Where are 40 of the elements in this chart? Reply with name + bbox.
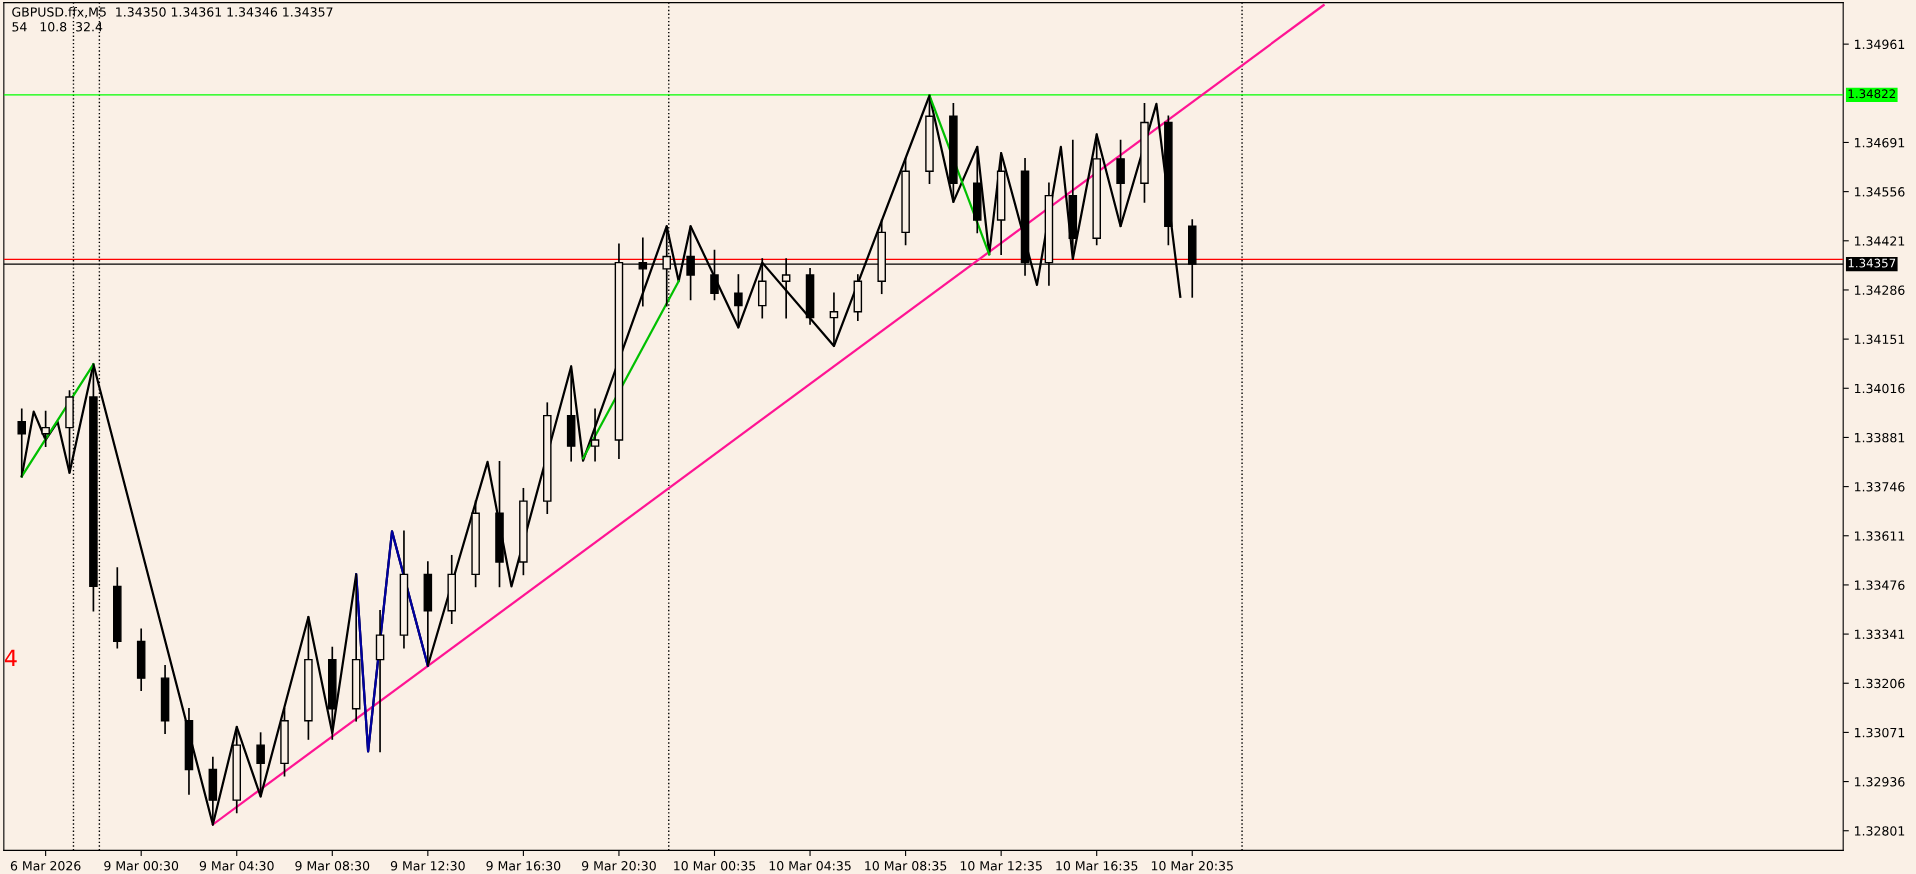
x-tick-label: 10 Mar 08:35 xyxy=(865,861,947,871)
candlestick xyxy=(41,410,50,448)
annotation: 4 xyxy=(4,649,17,666)
x-tick-label: 9 Mar 08:30 xyxy=(295,861,370,871)
y-tick-label: 1.33476 xyxy=(1854,580,1905,590)
y-tick-label: 1.34556 xyxy=(1854,187,1905,197)
annotation: GBPUSD.ffx,M5 1.34350 1.34361 1.34346 1.34357 xyxy=(12,6,333,18)
y-tick-label: 1.33881 xyxy=(1854,432,1905,443)
y-tick-label: 1.33611 xyxy=(1854,531,1905,541)
y-tick-label: 1.32801 xyxy=(1854,826,1905,836)
x-tick-label: 9 Mar 12:30 xyxy=(390,861,465,871)
y-tick-label: 1.33341 xyxy=(1854,629,1905,640)
y-tick-label: 1.34151 xyxy=(1854,334,1905,345)
y-tick-label: 1.34421 xyxy=(1854,236,1905,246)
candlestick xyxy=(590,408,600,462)
y-tick-label: 1.33746 xyxy=(1854,482,1905,492)
annotation: 54 10.8 32.4 xyxy=(12,22,103,32)
candlestick xyxy=(734,274,743,329)
x-tick-label: 10 Mar 00:35 xyxy=(674,861,756,871)
ref-line-label: 1.34822 xyxy=(1848,89,1895,99)
y-tick-label: 1.33071 xyxy=(1854,727,1905,738)
x-tick-label: 9 Mar 20:30 xyxy=(581,861,656,871)
y-tick-label: 1.34691 xyxy=(1854,137,1905,148)
candlestick xyxy=(829,292,839,347)
x-tick-label: 10 Mar 04:35 xyxy=(769,861,851,871)
x-tick-label: 6 Mar 2026 xyxy=(10,861,81,871)
y-tick-label: 1.34286 xyxy=(1854,285,1905,295)
y-tick-label: 1.34016 xyxy=(1854,383,1905,394)
x-tick-label: 9 Mar 00:30 xyxy=(104,861,179,871)
x-tick-label: 10 Mar 12:35 xyxy=(960,861,1042,871)
candlestick xyxy=(256,732,265,798)
ref-line-label: 1.34357 xyxy=(1848,258,1896,268)
x-tick-label: 9 Mar 16:30 xyxy=(486,861,561,871)
y-tick-label: 1.34961 xyxy=(1854,39,1905,50)
line-series xyxy=(355,530,429,753)
y-tick-label: 1.32936 xyxy=(1854,777,1905,787)
y-tick-label: 1.33206 xyxy=(1854,678,1905,689)
x-tick-label: 10 Mar 20:35 xyxy=(1151,861,1233,871)
x-tick-label: 9 Mar 04:30 xyxy=(199,861,274,871)
x-tick-label: 10 Mar 16:35 xyxy=(1056,861,1138,871)
